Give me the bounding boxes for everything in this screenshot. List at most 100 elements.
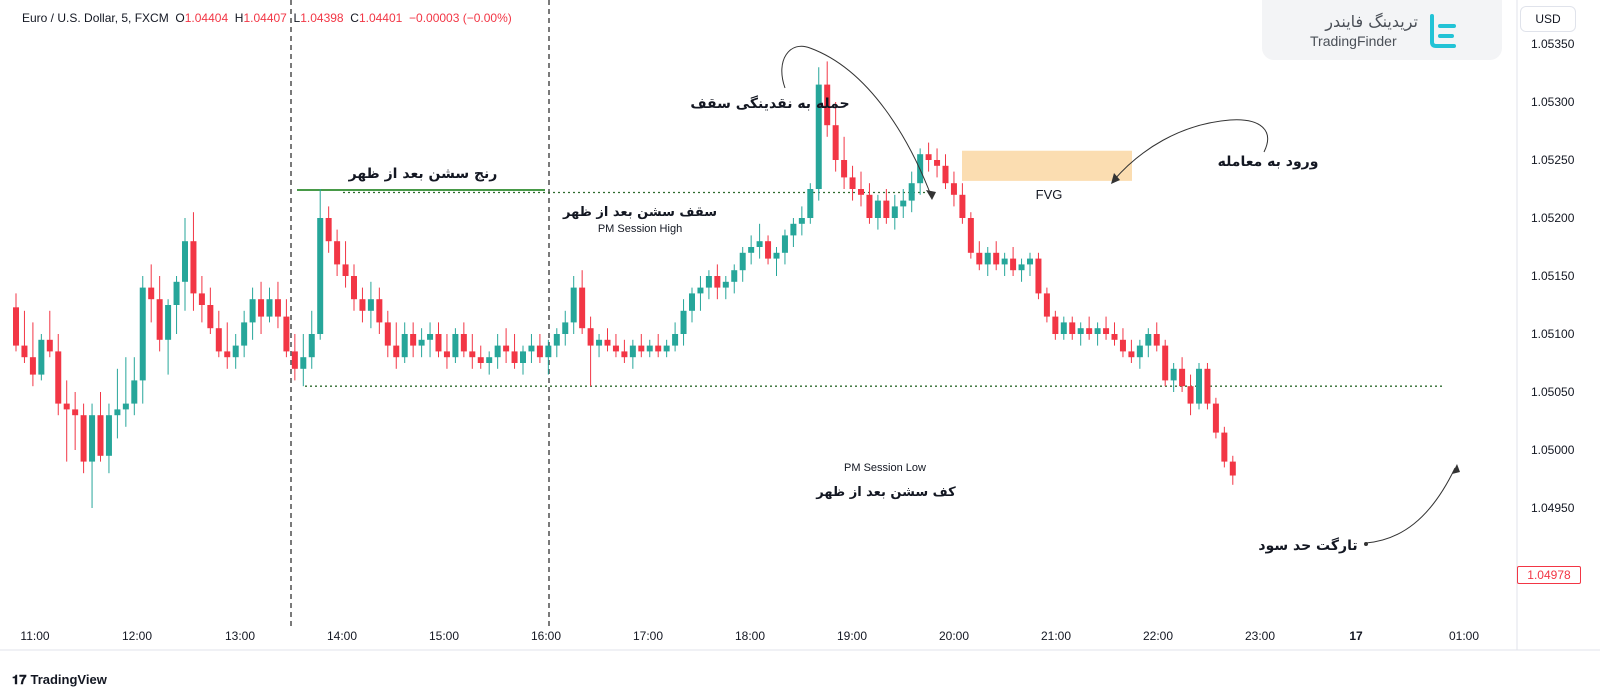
candle-body [376, 299, 383, 323]
candle-body [122, 403, 129, 410]
candle-body [367, 299, 374, 311]
x-tick-label: 19:00 [837, 629, 867, 643]
candle-body [748, 247, 755, 253]
candle [1170, 363, 1177, 392]
candle [714, 264, 721, 300]
x-axis-ticks: 11:00 12:00 13:00 14:00 15:00 16:00 17:00 18:00… [20, 629, 1479, 643]
y-tick-label: 1.05350 [1531, 37, 1575, 51]
candle-body [148, 287, 155, 300]
candle [959, 183, 966, 224]
candle-body [359, 299, 366, 311]
candle [579, 270, 586, 334]
candle-body [1043, 293, 1050, 317]
candle [131, 357, 138, 416]
candle [528, 334, 535, 363]
candle-body [274, 299, 281, 317]
candle-body [545, 345, 552, 358]
candle [748, 235, 755, 265]
candle [520, 345, 526, 375]
candle-body [731, 270, 738, 282]
candle-body [1153, 334, 1160, 346]
candle-body [156, 299, 163, 340]
candle [1179, 357, 1186, 392]
candle-body [587, 328, 594, 346]
candle [198, 276, 205, 323]
candle [89, 403, 96, 508]
session-range-label: رنج سشن بعد از ظهر [348, 166, 498, 182]
candle-body [224, 351, 231, 358]
annotations-layer: رنج سشن بعد از ظهر سقف سشن بعد از ظهر PM S… [348, 45, 1460, 554]
liquidity-arrow-head [926, 190, 936, 200]
candle [697, 276, 704, 311]
candle-body [89, 415, 96, 462]
candle-body [883, 200, 890, 218]
candle [976, 241, 983, 271]
candle-body [452, 334, 459, 358]
candle-body [1204, 368, 1211, 404]
candle-body [680, 310, 687, 334]
candle [503, 328, 510, 363]
candle-body [781, 235, 788, 253]
candle [1094, 322, 1101, 346]
chart-overlays [290, 0, 1445, 626]
candle [934, 148, 941, 178]
candle-body [1128, 351, 1135, 358]
y-tick-label: 1.05150 [1531, 269, 1575, 283]
last-price-label: 1.04978 [1517, 566, 1581, 584]
candle [494, 334, 501, 369]
candle [165, 299, 172, 375]
candle [232, 334, 239, 369]
candle-body [858, 189, 864, 195]
candle-body [173, 281, 180, 305]
candle [705, 270, 712, 300]
candle [1035, 252, 1042, 300]
candle [105, 403, 112, 474]
candle-body [807, 189, 814, 218]
candle-body [342, 264, 349, 276]
candle [612, 334, 619, 358]
candle [435, 322, 442, 358]
candle [80, 403, 87, 474]
take-profit-target-label: تارگت حد سود [1258, 537, 1357, 554]
candle [1043, 287, 1050, 323]
symbol-name: Euro / U.S. Dollar, 5, FXCM [22, 11, 169, 25]
candle-body [824, 84, 831, 126]
candle-body [765, 241, 772, 259]
candle [629, 339, 636, 369]
candle-body [874, 200, 881, 218]
candle [384, 310, 391, 358]
candle [621, 339, 628, 363]
candle [359, 287, 366, 323]
candle [190, 212, 197, 311]
candle [722, 276, 729, 300]
liquidity-arrow [781, 45, 936, 200]
tradingview-logo[interactable]: 𝟏𝟕 TradingView [12, 672, 107, 688]
candle-body [739, 252, 746, 271]
candle-body [993, 252, 1000, 265]
candle-body [190, 241, 197, 294]
candle-body [866, 194, 873, 218]
candle-body [849, 177, 856, 189]
candle [672, 322, 679, 352]
candle-body [308, 334, 315, 358]
candle-body [1221, 432, 1228, 462]
candle [38, 334, 45, 381]
candle [1128, 339, 1135, 363]
candle-body [1027, 258, 1033, 265]
candle [553, 328, 560, 358]
x-tick-label: 22:00 [1143, 629, 1173, 643]
candle-body [756, 241, 763, 247]
candle-body [1119, 339, 1126, 352]
candle [807, 183, 814, 224]
currency-button[interactable]: USD [1520, 6, 1576, 32]
candle [460, 322, 467, 358]
tradingfinder-logo-panel [1262, 0, 1502, 60]
candle-body [427, 334, 434, 340]
candle [655, 334, 662, 358]
candle [689, 287, 695, 323]
candle [72, 392, 79, 450]
pm-session-high-label-fa: سقف سشن بعد از ظهر [562, 205, 717, 220]
candle-body [114, 409, 121, 416]
candle-body [13, 307, 19, 346]
